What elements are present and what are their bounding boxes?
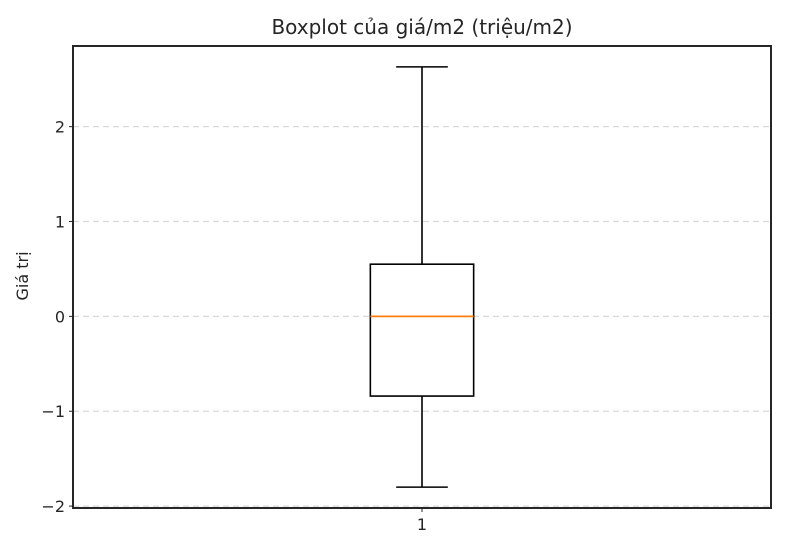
- chart-title: Boxplot của giá/m2 (triệu/m2): [271, 15, 572, 39]
- y-tick-label: 2: [55, 118, 65, 137]
- y-tick-label: 0: [55, 307, 65, 326]
- y-tick-label: −1: [41, 402, 65, 421]
- gridlines: [73, 126, 771, 507]
- x-tick-label: 1: [417, 515, 427, 534]
- y-tick-label: −2: [41, 497, 65, 516]
- y-axis-ticks: 2 1 0 −1 −2: [41, 118, 73, 516]
- box-series: [369, 66, 475, 488]
- y-tick-label: 1: [55, 213, 65, 232]
- y-axis-label: Giá trị: [13, 251, 32, 300]
- x-axis-ticks: 1: [417, 508, 427, 534]
- box-iqr: [369, 263, 475, 397]
